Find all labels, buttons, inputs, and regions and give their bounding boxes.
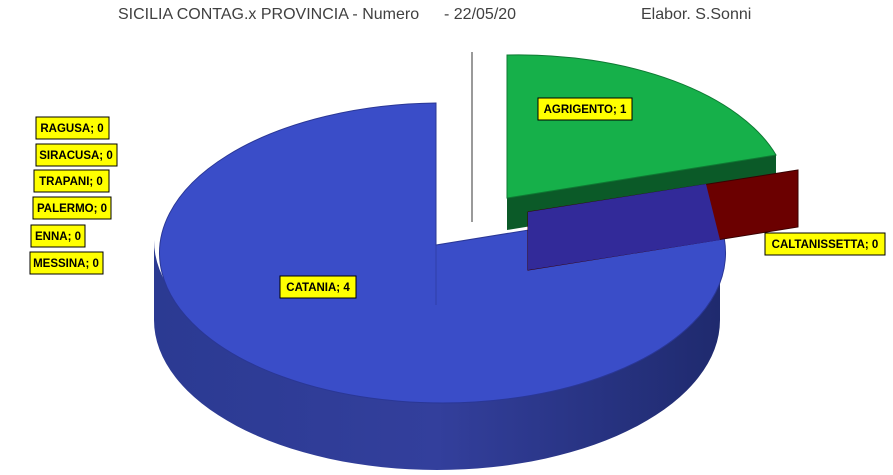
data-label-catania: CATANIA; 4 [279, 275, 357, 299]
data-label-catania-text: CATANIA; 4 [286, 282, 350, 294]
data-label-siracusa: SIRACUSA; 0 [35, 143, 118, 167]
data-label-agrigento-text: AGRIGENTO; 1 [544, 104, 627, 116]
pie-slice-caltanissetta [527, 169, 799, 271]
data-label-siracusa-text: SIRACUSA; 0 [39, 150, 112, 162]
data-label-trapani: TRAPANI; 0 [33, 169, 110, 193]
data-label-ragusa: RAGUSA; 0 [35, 116, 110, 140]
data-label-enna-text: ENNA; 0 [35, 231, 81, 243]
data-label-trapani-text: TRAPANI; 0 [39, 176, 103, 188]
chart-title: SICILIA CONTAG.x PROVINCIA - Numero [118, 6, 420, 23]
data-label-palermo-text: PALERMO; 0 [37, 203, 107, 215]
data-label-messina: MESSINA; 0 [29, 251, 104, 275]
data-label-agrigento: AGRIGENTO; 1 [537, 97, 633, 121]
chart-date: - 22/05/20 [444, 6, 517, 23]
data-label-caltanissetta-text: CALTANISSETTA; 0 [772, 239, 879, 251]
data-label-messina-text: MESSINA; 0 [33, 258, 99, 270]
data-label-caltanissetta: CALTANISSETTA; 0 [764, 232, 886, 256]
data-label-enna: ENNA; 0 [30, 224, 86, 248]
chart-author: Elabor. S.Sonni [641, 6, 752, 23]
data-label-palermo: PALERMO; 0 [32, 196, 112, 220]
data-label-ragusa-text: RAGUSA; 0 [40, 123, 103, 135]
chart-title-bar: SICILIA CONTAG.x PROVINCIA - Numero - 22… [0, 6, 893, 32]
